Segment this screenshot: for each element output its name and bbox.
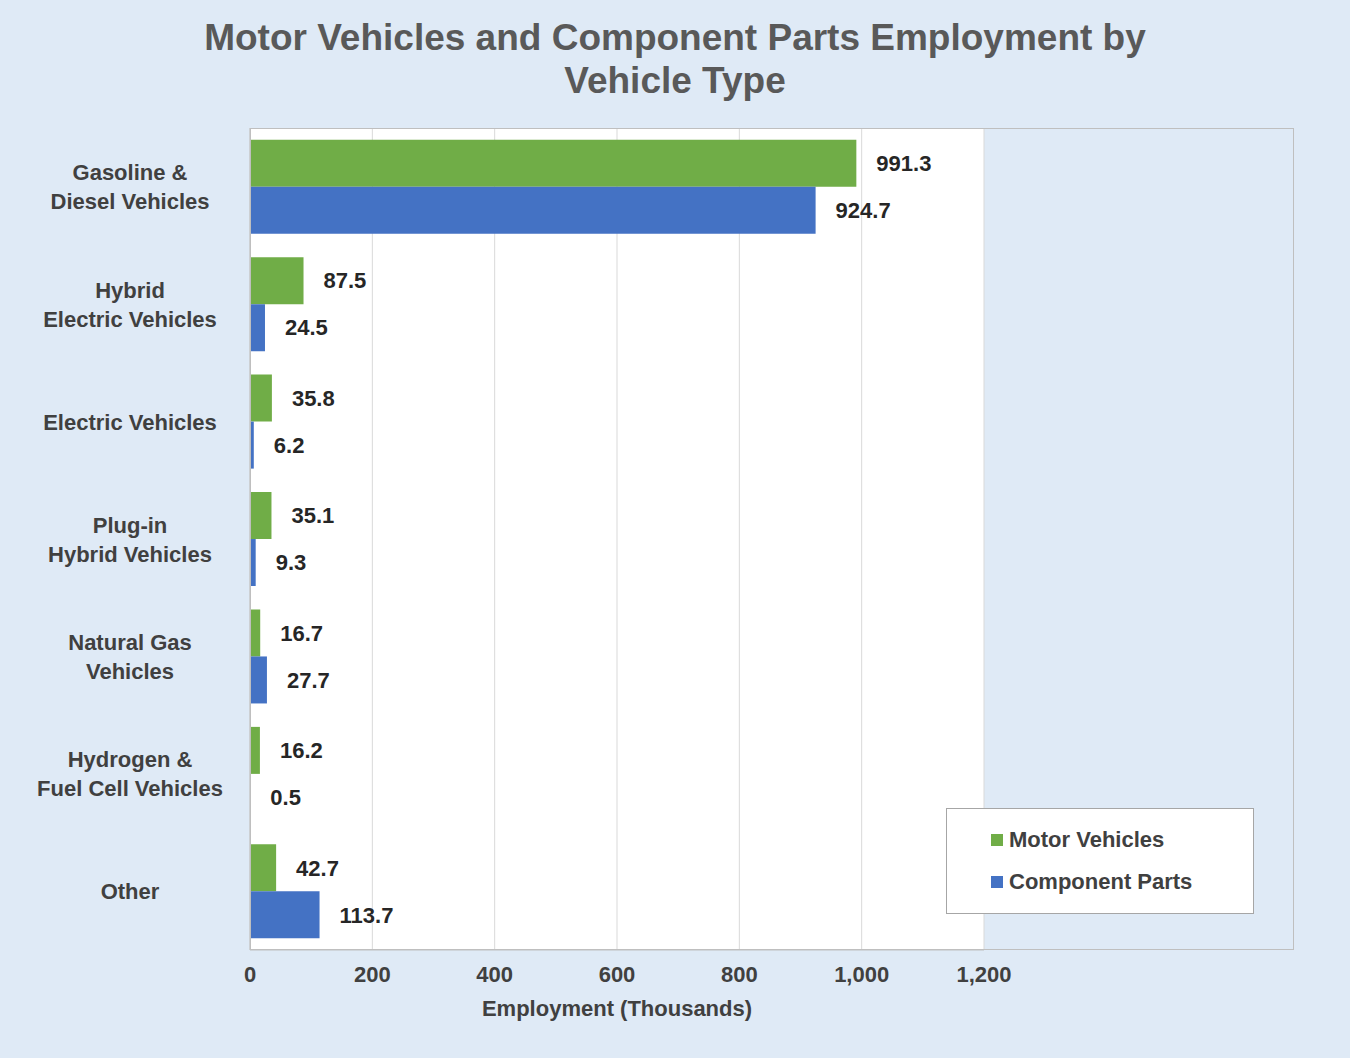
svg-text:200: 200 xyxy=(354,962,391,987)
svg-text:27.7: 27.7 xyxy=(287,668,330,693)
svg-text:400: 400 xyxy=(476,962,513,987)
svg-text:600: 600 xyxy=(599,962,636,987)
html-text:Component Parts: Component Parts xyxy=(1009,869,1193,894)
html-text:Motor Vehicles and Component P: Motor Vehicles and Component Parts Emplo… xyxy=(204,17,1146,101)
svg-text:800: 800 xyxy=(721,962,758,987)
svg-text:Electric Vehicles: Electric Vehicles xyxy=(43,409,217,434)
svg-text:991.3: 991.3 xyxy=(876,151,931,176)
svg-text:HybridElectric Vehicles: HybridElectric Vehicles xyxy=(43,277,217,331)
html-text:Motor Vehicles: Motor Vehicles xyxy=(1009,827,1165,852)
svg-text:9.3: 9.3 xyxy=(276,550,307,575)
svg-text:6.2: 6.2 xyxy=(274,433,305,458)
svg-text:35.1: 35.1 xyxy=(291,503,334,528)
svg-text:Hydrogen &Fuel Cell Vehicles: Hydrogen &Fuel Cell Vehicles xyxy=(37,747,223,801)
svg-text:113.7: 113.7 xyxy=(340,903,394,928)
svg-text:87.5: 87.5 xyxy=(324,268,367,293)
svg-text:Plug-inHybrid Vehicles: Plug-inHybrid Vehicles xyxy=(48,512,212,566)
svg-text:0.5: 0.5 xyxy=(270,785,301,810)
svg-text:16.2: 16.2 xyxy=(280,738,323,763)
svg-text:Gasoline &Diesel Vehicles: Gasoline &Diesel Vehicles xyxy=(51,160,210,214)
svg-text:16.7: 16.7 xyxy=(280,621,323,646)
svg-text:1,000: 1,000 xyxy=(834,962,889,987)
svg-text:Other: Other xyxy=(101,879,160,904)
svg-text:924.7: 924.7 xyxy=(836,198,891,223)
svg-text:35.8: 35.8 xyxy=(292,386,335,411)
svg-text:Natural GasVehicles: Natural GasVehicles xyxy=(68,629,192,683)
svg-text:1,200: 1,200 xyxy=(956,962,1011,987)
svg-text:0: 0 xyxy=(244,962,256,987)
svg-text:Employment (Thousands): Employment (Thousands) xyxy=(482,996,752,1021)
svg-text:24.5: 24.5 xyxy=(285,315,328,340)
svg-text:42.7: 42.7 xyxy=(296,856,339,881)
